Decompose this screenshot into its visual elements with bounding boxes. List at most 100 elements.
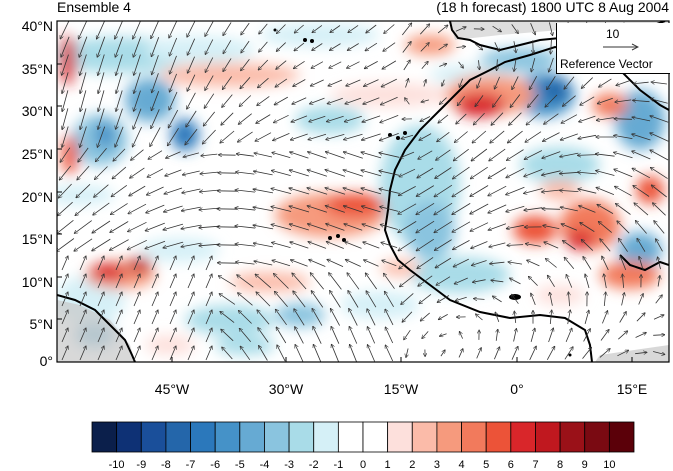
wind-vector: [289, 188, 310, 195]
wind-vector: [565, 328, 572, 343]
wind-vector: [79, 36, 88, 58]
wind-vector: [115, 274, 122, 289]
wind-vector: [92, 220, 111, 233]
wind-vector: [602, 256, 609, 271]
wind-vector: [458, 61, 464, 68]
colorbar-swatch: [411, 421, 438, 453]
wind-vector: [292, 97, 307, 105]
wind-vector: [310, 97, 325, 104]
wind-vector: [290, 242, 309, 249]
wind-vector: [62, 72, 69, 93]
wind-vector: [325, 170, 346, 177]
lat-label: 15°N: [21, 231, 53, 247]
wind-vector: [566, 274, 573, 288]
wind-vector: [457, 96, 466, 105]
wind-vector: [529, 346, 537, 361]
wind-vector: [380, 225, 398, 230]
wind-vector: [512, 76, 519, 89]
reference-vector-magnitude: 10: [606, 27, 620, 41]
wind-vector: [110, 203, 128, 214]
wind-vector: [272, 152, 291, 158]
wind-vector: [97, 310, 104, 325]
wind-vector: [506, 186, 525, 195]
wind-vector: [567, 310, 571, 325]
colorbar-swatch: [337, 421, 364, 453]
wind-vector: [506, 205, 525, 212]
wind-vector: [361, 133, 381, 140]
wind-vector: [382, 60, 397, 69]
wind-vector: [79, 256, 86, 271]
colorbar-tick-label: 1: [384, 459, 391, 471]
wind-vector: [475, 95, 484, 106]
wind-vector: [634, 203, 649, 216]
wind-vector: [294, 24, 304, 33]
wind-vector: [290, 152, 309, 159]
wind-vector: [399, 168, 416, 177]
wind-vector: [290, 133, 308, 140]
colorbar-tick-label: 4: [458, 459, 465, 471]
wind-vector: [308, 152, 327, 159]
wind-vector: [582, 347, 592, 359]
reference-arrow-icon: [603, 43, 639, 51]
wind-vector: [524, 169, 543, 176]
wind-vector: [222, 347, 233, 360]
wind-vector: [632, 168, 651, 179]
wind-vector: [424, 80, 426, 87]
wind-vector: [470, 166, 488, 179]
wind-vector: [420, 312, 430, 321]
lat-label: 5°N: [29, 316, 54, 332]
wind-vector: [241, 22, 250, 35]
wind-vector: [293, 291, 306, 308]
wind-vector: [78, 21, 88, 39]
wind-vector: [434, 184, 453, 197]
wind-vector: [542, 151, 561, 159]
lat-label: 35°N: [21, 61, 53, 77]
wind-vector: [343, 170, 364, 177]
wind-vector: [239, 328, 252, 342]
wind-vector: [237, 275, 254, 288]
wind-vector: [542, 170, 561, 175]
wind-vector: [367, 345, 375, 362]
wind-vector: [420, 43, 429, 52]
wind-vector: [241, 58, 250, 71]
colorbar-tick-label: 8: [557, 459, 564, 471]
wind-vector: [201, 154, 218, 156]
wind-vector: [97, 126, 106, 148]
wind-vector: [151, 37, 160, 57]
wind-vector: [618, 331, 627, 340]
wind-vector: [453, 148, 469, 161]
wind-vector: [549, 57, 554, 72]
wind-vector: [115, 256, 122, 271]
wind-vector: [362, 115, 381, 122]
wind-vector: [163, 223, 184, 230]
wind-vector: [599, 78, 612, 87]
wind-vector: [475, 43, 482, 50]
wind-vector: [417, 167, 434, 178]
wind-vector: [110, 221, 129, 233]
wind-vector: [598, 221, 612, 233]
wind-vector: [531, 293, 536, 306]
colorbar-swatch: [190, 421, 216, 453]
wind-vector: [495, 312, 500, 323]
wind-vector: [272, 260, 291, 267]
wind-vector: [438, 314, 448, 319]
wind-vector: [383, 42, 396, 52]
wind-vector: [181, 242, 202, 247]
wind-vector: [325, 152, 345, 159]
wind-vector: [254, 153, 273, 158]
colorbar-tick-label: -4: [259, 459, 270, 471]
wind-vector: [494, 42, 499, 51]
wind-vector: [130, 167, 145, 178]
wind-vector: [400, 151, 415, 158]
wind-vector: [349, 308, 358, 326]
wind-vector: [577, 172, 597, 174]
wind-vector: [650, 150, 669, 161]
wind-vector: [620, 256, 627, 271]
colorbar-tick-label: 3: [433, 459, 440, 471]
wind-vector: [456, 47, 465, 48]
wind-vector: [524, 207, 543, 211]
wind-vector: [421, 61, 428, 69]
wind-vector: [205, 57, 214, 73]
wind-vector: [271, 207, 292, 212]
wind-vector: [235, 244, 255, 247]
